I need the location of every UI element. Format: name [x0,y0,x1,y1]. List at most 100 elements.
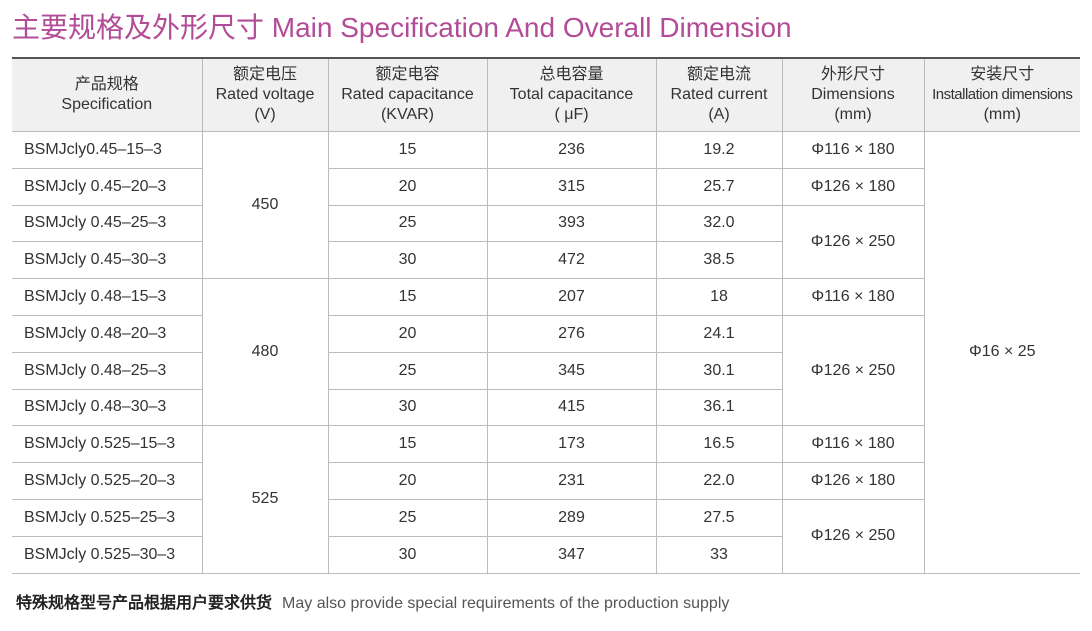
current-cell: 19.2 [655,131,783,169]
table-row: BSMJcly 0.48–20–3 20 276 24.1 Φ126 × 250 [12,314,1080,427]
current-cell: 22.0 [655,462,783,500]
total-cell: 236 [486,131,657,169]
header-cell: 总电容量 Total capacitance ( μF) [486,57,657,132]
model-cell: BSMJcly 0.525–25–3 [12,498,203,537]
footer-chinese: 特殊规格型号产品根据用户要求供货 [16,595,273,612]
installation-cell: Φ16 × 25 [923,131,1080,574]
total-cell: 207 [486,278,657,316]
capacity-cell: 25 [327,351,488,390]
header-line: Total capacitance [509,86,634,103]
current-cell: 27.5 [655,498,783,537]
table-row: BSMJcly 0.45–30–3 30 472 38.5 [12,241,1080,280]
header-line: Rated current [670,86,768,103]
model-cell: BSMJcly 0.45–25–3 [12,204,203,243]
capacity-cell: 20 [327,167,488,206]
total-cell: 472 [486,241,657,280]
current-cell: 16.5 [655,425,783,464]
table-row: BSMJcly 0.525–30–3 30 347 33 [12,535,1080,574]
header-cell: 额定电流 Rated current (A) [655,57,783,132]
header-cell: 产品规格 Specification [12,57,203,132]
current-cell: 18 [655,278,783,316]
model-cell: BSMJcly 0.525–15–3 [12,425,203,464]
current-cell: 30.1 [655,351,783,390]
model-cell: BSMJcly 0.48–15–3 [12,278,203,316]
header-line: 额定电容 [375,66,440,83]
total-cell: 289 [486,498,657,537]
model-cell: BSMJcly 0.48–25–3 [12,351,203,390]
header-line: 安装尺寸 [970,66,1035,83]
total-cell: 393 [486,204,657,243]
current-cell: 24.1 [655,314,783,353]
model-cell: BSMJcly 0.525–20–3 [12,462,203,500]
header-line: Rated voltage [215,86,315,103]
current-cell: 32.0 [655,204,783,243]
dimension-cell: Φ126 × 250 [781,498,925,574]
voltage-cell: 450 [201,130,329,280]
capacity-cell: 25 [327,498,488,537]
header-line: ( μF) [554,106,589,123]
total-cell: 231 [486,462,657,500]
table-row: BSMJcly 0.48–25–3 25 345 30.1 [12,351,1080,390]
total-cell: 347 [486,535,657,574]
capacity-cell: 20 [327,462,488,500]
header-line: Dimensions [811,86,895,103]
header-row: 产品规格 Specification 额定电压 Rated voltage (V) 额定电… [12,57,1080,132]
capacity-cell: 20 [327,314,488,353]
table-row: BSMJcly 0.45–20–3 20 315 25.7 Φ126 × 180 [12,167,1080,206]
footer-english: May also provide special requirements of… [282,595,730,612]
model-cell: BSMJcly 0.48–20–3 [12,314,203,353]
total-cell: 276 [486,314,657,353]
header-line: 产品规格 [74,76,139,93]
current-cell: 33 [655,535,783,574]
title: 主要规格及外形尺寸 Main Specification And Overall… [12,12,792,43]
current-cell: 36.1 [655,388,783,427]
capacity-cell: 15 [327,131,488,169]
dimension-cell: Φ116 × 180 [781,131,925,169]
dimension-cell: Φ126 × 250 [781,314,925,427]
total-cell: 173 [486,425,657,464]
dimension-cell: Φ126 × 180 [781,462,925,500]
model-cell: BSMJcly0.45–15–3 [12,131,203,169]
capacity-cell: 15 [327,425,488,464]
header-line: 总电容量 [539,66,604,83]
model-cell: BSMJcly 0.525–30–3 [12,535,203,574]
total-cell: 315 [486,167,657,206]
voltage-cell: 525 [201,425,329,574]
table-row: BSMJcly0.45–15–3 450 15 236 19.2 Φ116 × 180 Φ1… [12,130,1080,574]
total-cell: 415 [486,388,657,427]
voltage-cell: 480 [201,278,329,427]
header-cell: 额定电容 Rated capacitance (KVAR) [327,57,488,132]
dimension-cell: Φ126 × 250 [781,204,925,280]
total-cell: 345 [486,351,657,390]
capacity-cell: 25 [327,204,488,243]
header-line: 外形尺寸 [820,66,885,83]
header-line: Rated capacitance [341,86,474,103]
model-cell: BSMJcly 0.45–20–3 [12,167,203,206]
table-row: BSMJcly 0.48–30–3 30 415 36.1 [12,388,1080,427]
capacity-cell: 30 [327,241,488,280]
header-line: (mm) [834,106,872,123]
capacity-cell: 30 [327,535,488,574]
header-cell: 安装尺寸 Installation dimensions (mm) [923,57,1080,132]
dimension-cell: Φ116 × 180 [781,425,925,464]
table-body: BSMJcly0.45–15–3 450 15 236 19.2 Φ116 × 180 Φ1… [12,130,1080,574]
dimension-cell: Φ126 × 180 [781,167,925,206]
capacity-cell: 15 [327,278,488,316]
model-cell: BSMJcly 0.45–30–3 [12,241,203,280]
header-line: (mm) [983,106,1021,123]
header-line: 额定电压 [232,66,297,83]
table-row: BSMJcly 0.48–15–3 480 15 207 18 Φ116 × 180 [12,278,1080,427]
header-cell: 额定电压 Rated voltage (V) [201,57,329,132]
model-cell: BSMJcly 0.48–30–3 [12,388,203,427]
current-cell: 38.5 [655,241,783,280]
header-line: (KVAR) [380,106,435,123]
current-cell: 25.7 [655,167,783,206]
capacity-cell: 30 [327,388,488,427]
dimension-cell: Φ116 × 180 [781,278,925,316]
table-row: BSMJcly 0.525–25–3 25 289 27.5 Φ126 × 250 [12,498,1080,574]
header-line: Specification [61,96,153,113]
table-row: BSMJcly 0.525–20–3 20 231 22.0 Φ126 × 180 [12,462,1080,500]
footer: 特殊规格型号产品根据用户要求供货 May also provide special… [16,589,729,613]
header-line: Installation dimensions [932,86,1073,103]
